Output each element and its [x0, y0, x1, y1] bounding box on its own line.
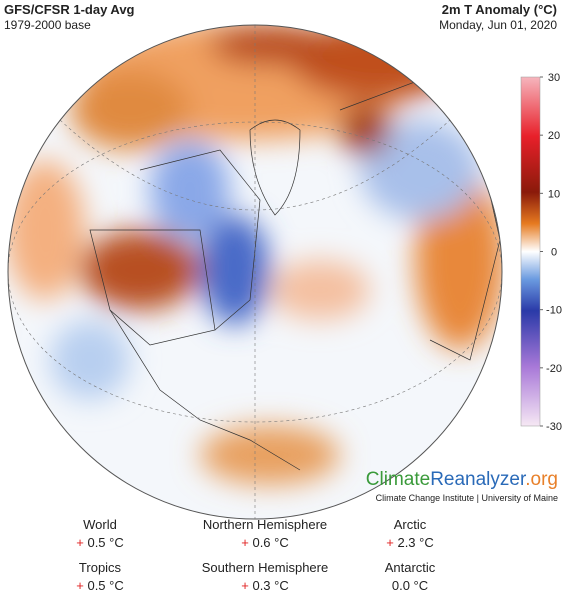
logo-part: Reanalyzer — [430, 469, 527, 490]
colorbar-label: -10 — [546, 305, 562, 317]
colorbar-label: 20 — [548, 130, 560, 142]
stat-number: 0.0 °C — [392, 578, 428, 593]
colorbar-label: -20 — [546, 363, 562, 375]
stat-sign: + — [76, 535, 84, 550]
credit: Climate Change Institute | University of… — [376, 493, 558, 503]
stat-number: 0.3 °C — [252, 578, 288, 593]
stat-sign: + — [241, 578, 249, 593]
stat-number: 0.6 °C — [252, 535, 288, 550]
stat-name: Southern Hemisphere — [202, 560, 328, 575]
date: Monday, Jun 01, 2020 — [439, 18, 557, 32]
stat-value: + 0.6 °C — [241, 535, 289, 550]
stat-number: 0.5 °C — [87, 578, 123, 593]
stat-value: + 2.3 °C — [386, 535, 434, 550]
stat-number: 2.3 °C — [397, 535, 433, 550]
colorbar-label: 0 — [551, 247, 557, 259]
stat-number: 0.5 °C — [87, 535, 123, 550]
globe-map — [7, 24, 503, 520]
base: 1979-2000 base — [4, 18, 91, 32]
stat-name: Tropics — [79, 560, 122, 575]
stat-name: World — [83, 517, 117, 532]
stat-sign: + — [76, 578, 84, 593]
colorbar-label: 10 — [548, 188, 560, 200]
logo: ClimateReanalyzer.org — [366, 469, 558, 490]
stat-sign: + — [386, 535, 394, 550]
stat-name: Arctic — [394, 517, 427, 532]
stat-name: Northern Hemisphere — [203, 517, 327, 532]
colorbar-label: 30 — [548, 72, 560, 84]
stat-value: + 0.5 °C — [76, 578, 124, 593]
colorbar — [520, 76, 541, 427]
logo-part: .org — [525, 469, 558, 490]
title: GFS/CFSR 1-day Avg — [4, 2, 135, 17]
colorbar-label: -30 — [546, 421, 562, 433]
stat-value: + 0.5 °C — [76, 535, 124, 550]
variable: 2m T Anomaly (°C) — [442, 2, 557, 17]
logo-part: Climate — [366, 469, 430, 490]
stat-sign: + — [241, 535, 249, 550]
stat-value: + 0.3 °C — [241, 578, 289, 593]
stat-name: Antarctic — [385, 560, 436, 575]
stat-value: 0.0 °C — [392, 578, 428, 593]
